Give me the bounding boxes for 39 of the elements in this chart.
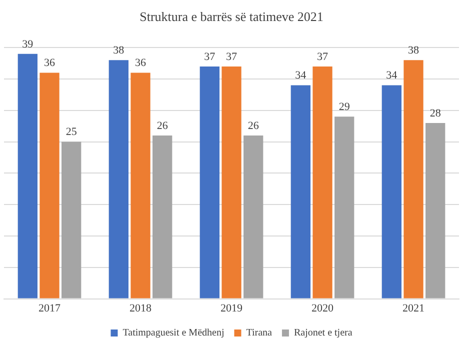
bar bbox=[312, 66, 332, 298]
bar bbox=[244, 136, 264, 298]
data-label: 37 bbox=[317, 50, 328, 63]
bar bbox=[290, 85, 310, 298]
bar bbox=[404, 60, 424, 298]
x-tick-label: 2018 bbox=[130, 302, 152, 314]
x-tick-label: 2019 bbox=[220, 302, 243, 314]
x-tick-label: 2020 bbox=[312, 302, 334, 314]
bar bbox=[62, 142, 82, 298]
data-label: 39 bbox=[22, 38, 34, 50]
data-label: 36 bbox=[135, 57, 146, 70]
legend-label: Tirana bbox=[246, 328, 273, 339]
data-label: 26 bbox=[248, 120, 260, 132]
bar bbox=[222, 66, 242, 298]
data-label: 37 bbox=[204, 50, 216, 63]
bar bbox=[18, 54, 38, 298]
bar bbox=[40, 72, 60, 298]
bar bbox=[382, 85, 402, 298]
bar bbox=[130, 72, 150, 298]
data-label: 38 bbox=[408, 44, 420, 57]
data-label: 36 bbox=[44, 57, 56, 70]
bar bbox=[426, 122, 446, 298]
x-tick-label: 2017 bbox=[38, 302, 61, 314]
data-label: 38 bbox=[113, 44, 125, 57]
legend-label: Rajonet e tjera bbox=[294, 328, 353, 339]
x-tick-label: 2021 bbox=[402, 302, 424, 314]
chart-title: Struktura e barrës së tatimeve 2021 bbox=[140, 9, 324, 24]
data-label: 37 bbox=[226, 50, 238, 63]
data-label: 29 bbox=[338, 101, 350, 114]
data-label: 26 bbox=[156, 120, 168, 132]
bar bbox=[152, 136, 172, 298]
bar bbox=[108, 60, 128, 298]
data-label: 34 bbox=[295, 70, 307, 82]
bar bbox=[334, 116, 354, 298]
data-label: 34 bbox=[386, 70, 398, 82]
data-label: 25 bbox=[66, 126, 78, 138]
bar bbox=[200, 66, 220, 298]
legend-label: Tatimpaguesit e Mëdhenj bbox=[122, 328, 224, 339]
data-label: 28 bbox=[430, 107, 442, 120]
